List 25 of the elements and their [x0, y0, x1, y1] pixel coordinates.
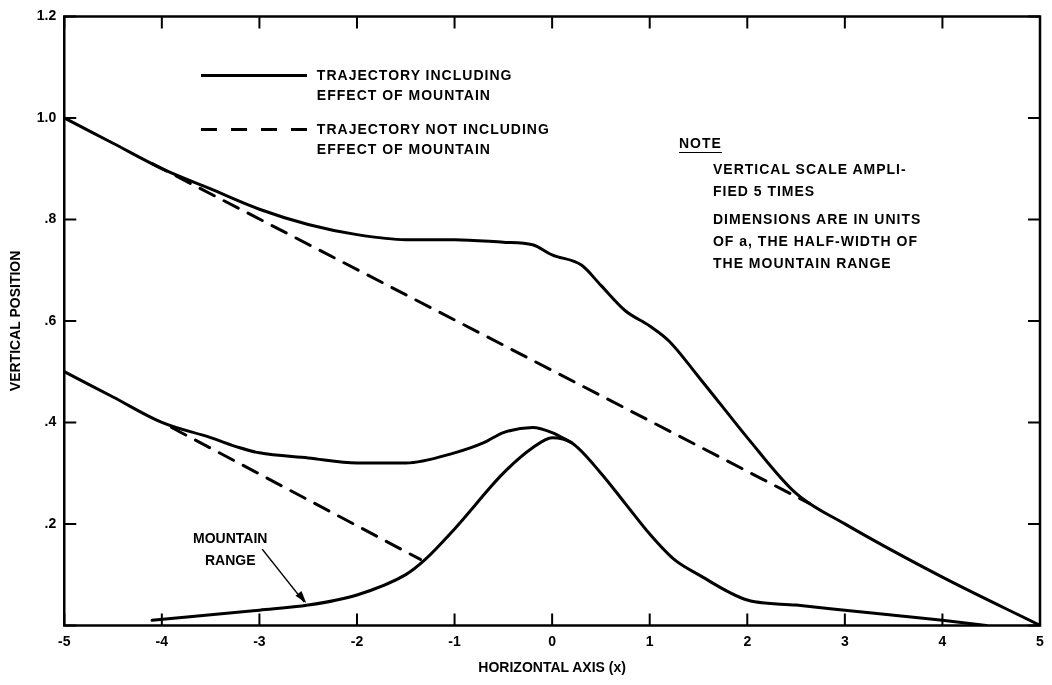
y-tick-label: .4 — [44, 413, 57, 430]
legend-label: TRAJECTORY NOT INCLUDING EFFECT OF MOUNTAIN — [316, 120, 551, 160]
annotation: MOUNTAIN RANGE — [192, 530, 268, 569]
x-tick-label: 4 — [938, 632, 947, 649]
x-tick-label: 0 — [548, 632, 557, 649]
y-tick-label: .2 — [44, 514, 57, 531]
y-axis-title: VERTICAL POSITION — [7, 250, 24, 392]
x-tick-label: 1 — [645, 632, 654, 649]
annotation: VERTICAL SCALE AMPLI- FIED 5 TIMES — [712, 160, 908, 202]
x-axis-title: HORIZONTAL AXIS (x) — [478, 659, 626, 676]
annotation: DIMENSIONS ARE IN UNITS OF a, THE HALF-WIDTH OF THE MOUNTAIN RANGE — [712, 210, 922, 274]
x-tick-label: 2 — [743, 632, 752, 649]
annotation: NOTE — [678, 134, 723, 154]
y-tick-label: .6 — [44, 311, 57, 328]
x-tick-label: -5 — [58, 632, 71, 649]
y-tick-label: 1.2 — [36, 7, 57, 24]
x-tick-label: -2 — [350, 632, 364, 649]
x-tick-label: -3 — [253, 632, 266, 649]
x-tick-label: 5 — [1036, 632, 1045, 649]
legend-label: TRAJECTORY INCLUDING EFFECT OF MOUNTAIN — [316, 66, 514, 106]
y-tick-label: 1.0 — [36, 108, 57, 125]
x-tick-label: 3 — [840, 632, 849, 649]
y-tick-label: .8 — [44, 210, 57, 227]
x-tick-label: -4 — [155, 632, 169, 649]
x-tick-label: -1 — [448, 632, 461, 649]
